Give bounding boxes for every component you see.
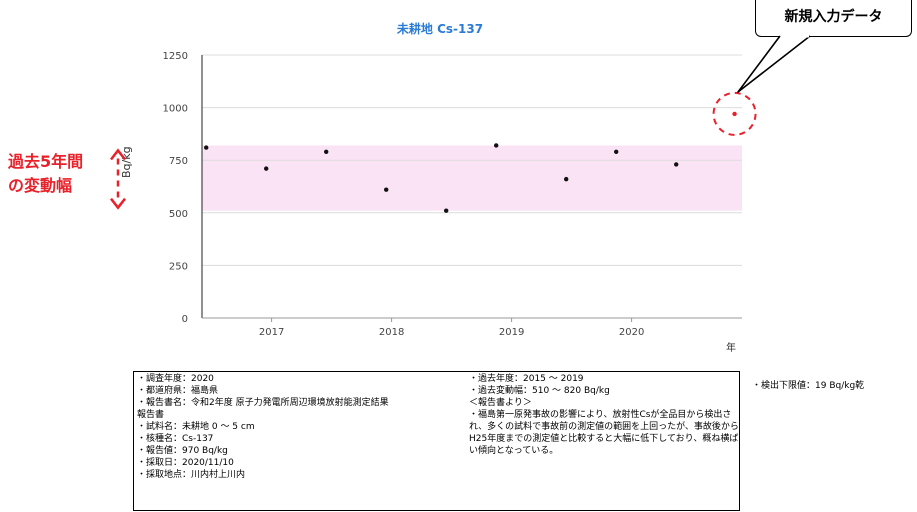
x-tick-label: 2018 xyxy=(379,327,404,338)
info-sampling-site: ・採取地点：川内村上川内 xyxy=(137,470,246,480)
info-report-name-cont: 報告書 xyxy=(137,410,165,420)
info-right-column: ・過去年度：2015 ～ 2019 ・過去変動幅：510 ～ 820 Bq/kg… xyxy=(469,373,739,457)
x-tick-label: 2020 xyxy=(619,327,644,338)
x-axis-label: 年 xyxy=(726,343,736,354)
data-point xyxy=(324,149,329,154)
range-arrow-head-up xyxy=(110,148,126,161)
data-point xyxy=(444,208,449,213)
y-tick-label: 250 xyxy=(169,261,188,272)
range-arrow-head-down xyxy=(110,197,126,210)
data-point xyxy=(264,166,269,171)
y-tick-label: 500 xyxy=(169,209,188,220)
y-tick-label: 0 xyxy=(182,314,188,325)
info-past-range: ・過去変動幅：510 ～ 820 Bq/kg xyxy=(469,386,610,396)
info-sampling-date: ・採取日：2020/11/10 xyxy=(137,458,234,468)
info-past-years: ・過去年度：2015 ～ 2019 xyxy=(469,374,584,384)
past-range-label-line1: 過去5年間 xyxy=(8,152,84,171)
info-survey-year: ・調査年度：2020 xyxy=(137,374,214,384)
info-report-heading: ＜報告書より＞ xyxy=(469,398,532,408)
y-tick-label: 1250 xyxy=(163,51,188,62)
x-tick-label: 2019 xyxy=(499,327,524,338)
info-left-column: ・調査年度：2020 ・都道府県：福島県 ・報告書名：令和2年度 原子力発電所周… xyxy=(137,373,467,481)
y-tick-label: 750 xyxy=(169,156,188,167)
info-prefecture: ・都道府県：福島県 xyxy=(137,386,219,396)
info-reported-value: ・報告値：970 Bq/kg xyxy=(137,446,228,456)
info-nuclide: ・核種名：Cs-137 xyxy=(137,434,214,444)
past-range-band xyxy=(202,145,742,211)
info-report-name: ・報告書名：令和2年度 原子力発電所周辺環境放射能測定結果 xyxy=(137,398,389,408)
x-tick-label: 2017 xyxy=(259,327,284,338)
info-table: ・調査年度：2020 ・都道府県：福島県 ・報告書名：令和2年度 原子力発電所周… xyxy=(133,371,740,511)
new-data-callout: 新規入力データ xyxy=(755,0,912,37)
info-sample-name: ・試料名：未耕地 0 ～ 5 cm xyxy=(137,422,255,432)
data-point xyxy=(494,143,499,148)
data-point xyxy=(614,149,619,154)
data-point xyxy=(674,162,679,167)
callout-pointer xyxy=(737,35,811,93)
chart-title: 未耕地 Cs-137 xyxy=(396,22,484,36)
new-data-point xyxy=(732,111,737,117)
past-range-label-line2: の変動幅 xyxy=(8,176,73,195)
new-data-highlight-circle xyxy=(712,91,757,136)
detection-limit: ・検出下限値：19 Bq/kg乾 xyxy=(752,381,865,391)
data-point xyxy=(204,145,209,150)
past-range-label: 過去5年間 の変動幅 xyxy=(8,150,108,198)
data-point xyxy=(564,176,569,182)
data-point xyxy=(384,187,389,192)
info-report-note: ・福島第一原発事故の影響により、放射性Csが全品目から検出され、多くの試料で事故… xyxy=(469,410,739,456)
y-tick-label: 1000 xyxy=(163,104,188,115)
